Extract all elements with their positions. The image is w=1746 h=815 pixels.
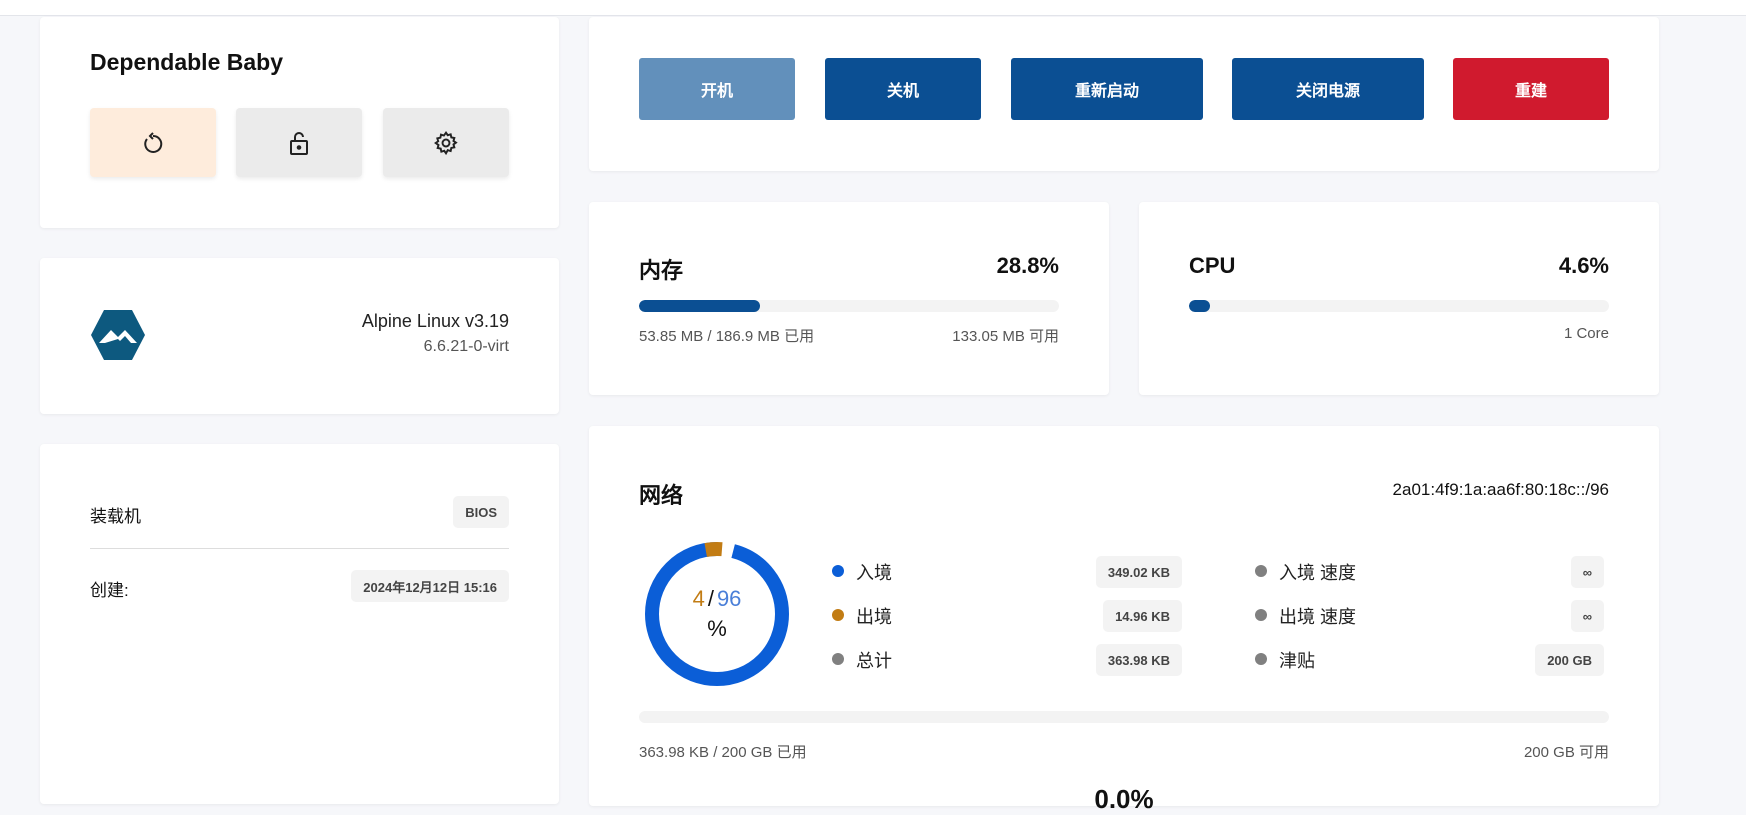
memory-free: 133.05 MB 可用	[952, 328, 1059, 345]
memory-bar	[639, 300, 1059, 312]
network-card: 网络 2a01:4f9:1a:aa6f:80:18c::/96 4/96 % 入…	[589, 426, 1659, 814]
legend-dot	[832, 609, 844, 621]
donut-sep: /	[707, 586, 714, 611]
power-off-button[interactable]: 关闭电源	[1232, 58, 1424, 120]
power-card: 开机 关机 重新启动 关闭电源 重建	[589, 17, 1659, 171]
os-kernel: 6.6.21-0-virt	[423, 338, 509, 355]
unlock-button[interactable]	[236, 108, 362, 177]
memory-bar-fill	[639, 300, 760, 312]
traffic-donut	[645, 542, 789, 686]
rebuild-button[interactable]: 重建	[1453, 58, 1609, 120]
memory-used: 53.85 MB / 186.9 MB 已用	[639, 328, 815, 345]
donut-unit: %	[707, 616, 727, 641]
info-card: 装载机 BIOS 创建: 2024年12月12日 15:16	[40, 444, 559, 804]
cpu-card: CPU 4.6% 1 Core	[1139, 202, 1659, 395]
legend-value: 363.98 KB	[1095, 644, 1182, 676]
cpu-bar	[1189, 300, 1609, 312]
network-usage-bar	[639, 711, 1609, 723]
vm-name: Dependable Baby	[90, 49, 283, 75]
loader-label: 装载机	[90, 507, 141, 526]
network-ip: 2a01:4f9:1a:aa6f:80:18c::/96	[1392, 480, 1609, 499]
donut-out-segment	[645, 542, 789, 686]
donut-label: 4/96 %	[644, 584, 790, 644]
os-card: Alpine Linux v3.19 6.6.21-0-virt	[40, 258, 559, 414]
legend-label: 出境 速度	[1279, 607, 1357, 627]
cpu-title: CPU	[1189, 253, 1236, 278]
legend-label: 入境	[856, 563, 892, 583]
reboot-button[interactable]: 重新启动	[1011, 58, 1203, 120]
legend-value: ∞	[1570, 600, 1604, 632]
network-used: 363.98 KB / 200 GB 已用	[639, 744, 807, 761]
unlock-icon	[290, 131, 308, 155]
legend-dot	[1255, 609, 1267, 621]
donut-in-value: 96	[716, 586, 742, 611]
legend-dot	[1255, 653, 1267, 665]
alpine-linux-logo	[91, 310, 145, 360]
created-label: 创建:	[90, 581, 129, 600]
restart-icon	[144, 131, 163, 153]
vm-card: Dependable Baby	[40, 17, 559, 228]
loader-badge: BIOS	[453, 496, 509, 528]
legend-dot	[832, 653, 844, 665]
memory-title: 内存	[639, 258, 684, 283]
legend-dot	[832, 565, 844, 577]
donut-out-value: 4	[692, 586, 705, 611]
restart-button[interactable]	[90, 108, 216, 177]
network-free: 200 GB 可用	[1523, 744, 1609, 761]
memory-card: 内存 28.8% 53.85 MB / 186.9 MB 已用 133.05 M…	[589, 202, 1109, 395]
created-badge: 2024年12月12日 15:16	[351, 570, 509, 602]
network-percent: 0.0%	[1094, 784, 1154, 814]
legend-label: 出境	[856, 607, 892, 627]
shutdown-button[interactable]: 关机	[825, 58, 981, 120]
legend-label: 入境 速度	[1279, 563, 1357, 583]
os-name: Alpine Linux v3.19	[361, 311, 509, 331]
divider	[90, 548, 509, 549]
legend-dot	[1255, 565, 1267, 577]
legend-value: ∞	[1570, 556, 1604, 588]
legend-value: 200 GB	[1535, 644, 1604, 676]
cpu-bar-fill	[1189, 300, 1210, 312]
legend-label: 总计	[856, 651, 892, 671]
cpu-cores: 1 Core	[1563, 325, 1609, 342]
legend-value: 14.96 KB	[1103, 600, 1182, 632]
legend-label: 津贴	[1279, 651, 1315, 671]
top-bar	[0, 0, 1746, 16]
gear-icon	[434, 130, 458, 155]
settings-button[interactable]	[383, 108, 509, 177]
memory-percent: 28.8%	[996, 253, 1059, 278]
cpu-percent: 4.6%	[1558, 253, 1609, 278]
network-title: 网络	[639, 483, 684, 508]
start-button[interactable]: 开机	[639, 58, 795, 120]
legend-value: 349.02 KB	[1095, 556, 1182, 588]
